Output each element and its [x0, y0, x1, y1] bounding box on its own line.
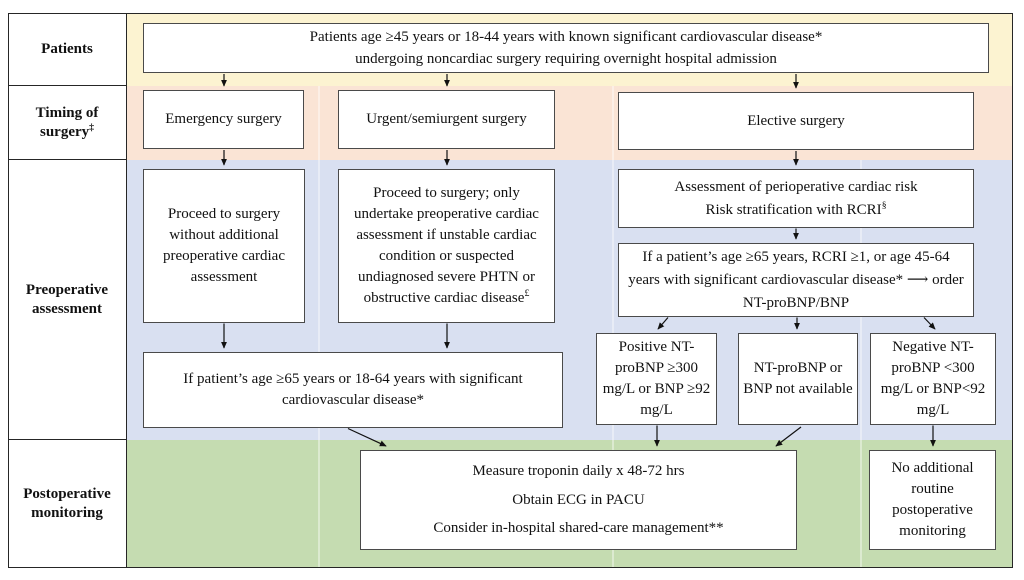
patients-box-line2: undergoing noncardiac surgery requiring … [355, 51, 777, 67]
patients-box: Patients age ≥45 years or 18-44 years wi… [143, 23, 989, 73]
arrow-orderbnp-negative [923, 317, 936, 330]
arrow-agethreshold-troponin [347, 427, 387, 447]
timing-footnote-mark: ‡ [89, 121, 95, 133]
order-bnp-box: If a patient’s age ≥65 years, RCRI ≥1, o… [618, 243, 974, 317]
row-label-postop: Postoperative monitoring [8, 440, 127, 568]
row-label-timing: Timing of surgery‡ [8, 86, 127, 160]
arrow-orderbnp-positive [657, 317, 669, 330]
row-label-preop-text: Preoperative assessment [25, 281, 109, 317]
risk-assessment-line1: Assessment of perioperative cardiac risk [674, 178, 918, 195]
troponin-line2: Obtain ECG in PACU [512, 491, 645, 508]
arrow-unavailable-troponin [775, 426, 802, 447]
troponin-line1: Measure troponin daily x 48-72 hrs [472, 462, 685, 479]
patients-box-line1: Patients age ≥45 years or 18-44 years wi… [309, 29, 823, 45]
emergency-surgery-box: Emergency surgery [143, 90, 304, 149]
risk-assessment-box: Assessment of perioperative cardiac risk… [618, 169, 974, 228]
no-monitoring-box: No additional routine postoperative moni… [869, 450, 996, 550]
troponin-monitoring-box: Measure troponin daily x 48-72 hrs Obtai… [360, 450, 797, 550]
column-separator [612, 86, 614, 568]
column-separator [860, 160, 862, 568]
rcri-footnote-mark: § [881, 199, 887, 211]
elective-surgery-box: Elective surgery [618, 92, 974, 150]
bnp-positive-box: Positive NT-proBNP ≥300 mg/L or BNP ≥92 … [596, 333, 717, 425]
row-label-timing-text: Timing of surgery‡ [35, 104, 99, 140]
age-threshold-box: If patient’s age ≥65 years or 18-64 year… [143, 352, 563, 428]
risk-assessment-line2: Risk stratification with RCRI§ [705, 199, 887, 218]
row-label-preop: Preoperative assessment [8, 160, 127, 440]
row-label-patients-text: Patients [41, 40, 93, 57]
proceed-conditional-text: Proceed to surgery; only undertake preop… [354, 185, 539, 306]
proceed-without-assessment-box: Proceed to surgery without additional pr… [143, 169, 305, 323]
troponin-line3: Consider in-hospital shared-care managem… [433, 520, 724, 537]
proceed-conditional-box: Proceed to surgery; only undertake preop… [338, 169, 555, 323]
bnp-unavailable-box: NT-proBNP or BNP not available [738, 333, 858, 425]
bnp-negative-box: Negative NT-proBNP <300 mg/L or BNP<92 m… [870, 333, 996, 425]
row-label-patients: Patients [8, 13, 127, 86]
column-separator [318, 86, 320, 568]
urgent-surgery-box: Urgent/semiurgent surgery [338, 90, 555, 149]
row-label-postop-text: Postoperative monitoring [23, 486, 111, 521]
proceed-conditional-footnote-mark: £ [524, 288, 530, 299]
